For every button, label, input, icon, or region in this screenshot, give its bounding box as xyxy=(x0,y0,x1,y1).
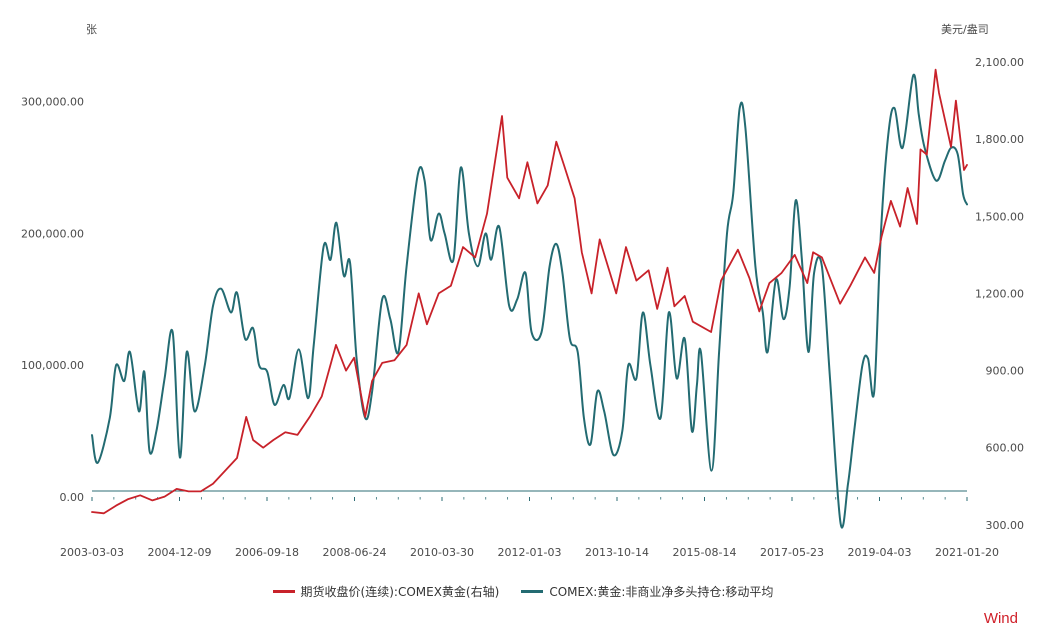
legend-swatch-price xyxy=(272,589,295,593)
x-tick-label: 2021-01-20 xyxy=(935,546,999,559)
right-tick-label: 300.00 xyxy=(986,519,1025,532)
right-tick-label: 2,100.00 xyxy=(975,56,1024,69)
left-axis-unit: 张 xyxy=(86,23,97,36)
right-axis-unit: 美元/盎司 xyxy=(941,22,989,36)
right-tick-label: 600.00 xyxy=(986,442,1025,455)
x-axis-ticks: 2003-03-03 2004-12-09 2006-09-18 2008-06-24… xyxy=(60,497,999,559)
right-tick-label: 1,500.00 xyxy=(975,210,1024,223)
legend-swatch-positions xyxy=(521,589,544,593)
right-tick-label: 1,800.00 xyxy=(975,133,1024,146)
x-tick-label: 2008-06-24 xyxy=(323,546,387,559)
left-tick-label: 100,000.00 xyxy=(21,359,84,372)
x-tick-label: 2015-08-14 xyxy=(673,546,737,559)
legend-label-positions: COMEX:黄金:非商业净多头持仓:移动平均 xyxy=(549,584,774,599)
chart: 张 美元/盎司 0.00 100,000.00 200,000.00 300,000.… xyxy=(21,22,1024,559)
left-tick-label: 300,000.00 xyxy=(21,96,84,109)
series-layer xyxy=(91,68,968,529)
right-tick-label: 1,200.00 xyxy=(975,287,1024,300)
left-tick-label: 0.00 xyxy=(60,491,85,504)
legend: 期货收盘价(连续):COMEX黄金(右轴) COMEX:黄金:非商业净多头持仓:… xyxy=(0,581,1046,601)
series-line-gold-price xyxy=(91,68,968,515)
right-tick-label: 900.00 xyxy=(986,365,1025,378)
left-tick-label: 200,000.00 xyxy=(21,227,84,240)
x-tick-label: 2019-04-03 xyxy=(848,546,912,559)
series-line-net-long-positions xyxy=(91,73,968,529)
legend-label-price: 期货收盘价(连续):COMEX黄金(右轴) xyxy=(300,584,500,599)
x-tick-label: 2004-12-09 xyxy=(148,546,212,559)
legend-item-price: 期货收盘价(连续):COMEX黄金(右轴) xyxy=(272,583,500,600)
x-tick-label: 2006-09-18 xyxy=(235,546,299,559)
left-axis-ticks: 0.00 100,000.00 200,000.00 300,000.00 xyxy=(21,96,84,504)
x-tick-label: 2012-01-03 xyxy=(498,546,562,559)
x-tick-label: 2017-05-23 xyxy=(760,546,824,559)
x-tick-label: 2010-03-30 xyxy=(410,546,474,559)
x-tick-label: 2013-10-14 xyxy=(585,546,649,559)
x-tick-label: 2003-03-03 xyxy=(60,546,124,559)
brand-logo: Wind xyxy=(983,610,1018,627)
legend-item-positions: COMEX:黄金:非商业净多头持仓:移动平均 xyxy=(521,583,773,600)
right-axis-ticks: 300.00 600.00 900.00 1,200.00 1,500.00 1,800.… xyxy=(975,56,1024,532)
